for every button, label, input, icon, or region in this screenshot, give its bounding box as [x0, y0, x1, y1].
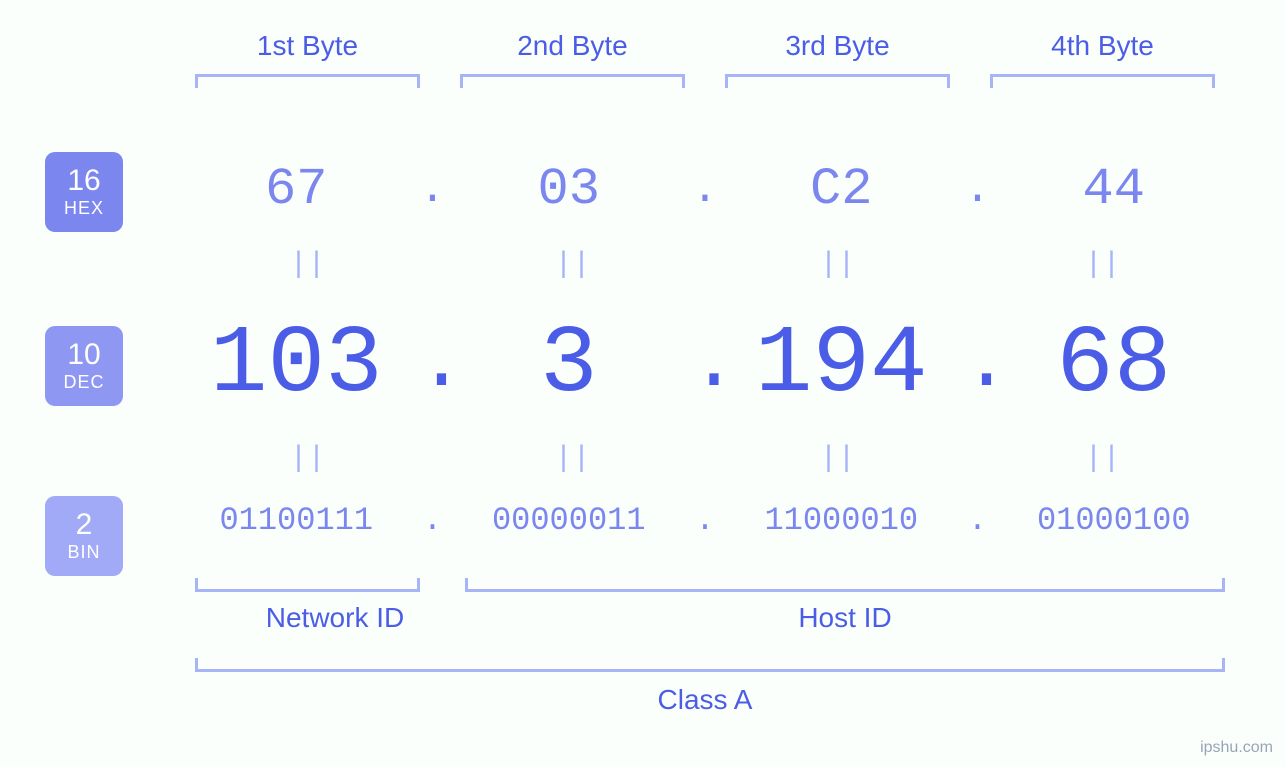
dec-byte-3: 194: [720, 310, 963, 419]
dec-badge: 10 DEC: [45, 326, 123, 406]
byte-header-1: 1st Byte: [175, 30, 440, 88]
equals-row: || || || ||: [175, 442, 1235, 476]
dot-icon: .: [963, 502, 993, 539]
bracket-icon: [195, 578, 420, 592]
bin-byte-2: 00000011: [448, 502, 691, 539]
bracket-icon: [195, 74, 420, 88]
byte-header-3: 3rd Byte: [705, 30, 970, 88]
bin-byte-1: 01100111: [175, 502, 418, 539]
dec-byte-2: 3: [448, 310, 691, 419]
badge-base-label: BIN: [67, 542, 100, 563]
equals-icon: ||: [970, 248, 1235, 282]
byte-header-label: 4th Byte: [970, 30, 1235, 62]
hex-badge: 16 HEX: [45, 152, 123, 232]
dec-byte-4: 68: [993, 310, 1236, 419]
bin-byte-3: 11000010: [720, 502, 963, 539]
badge-base-label: HEX: [64, 198, 104, 219]
hex-row: 67 . 03 . C2 . 44: [175, 160, 1235, 219]
badge-base-label: DEC: [63, 372, 104, 393]
dot-icon: .: [963, 319, 993, 410]
equals-icon: ||: [440, 248, 705, 282]
network-id-label: Network ID: [195, 602, 475, 634]
hex-byte-4: 44: [993, 160, 1236, 219]
equals-icon: ||: [970, 442, 1235, 476]
dot-icon: .: [690, 319, 720, 410]
dot-icon: .: [418, 502, 448, 539]
watermark-text: ipshu.com: [1200, 739, 1273, 757]
bracket-icon: [465, 578, 1225, 592]
dot-icon: .: [418, 319, 448, 410]
dot-icon: .: [963, 165, 993, 215]
equals-icon: ||: [175, 442, 440, 476]
hex-byte-2: 03: [448, 160, 691, 219]
hex-byte-3: C2: [720, 160, 963, 219]
byte-header-2: 2nd Byte: [440, 30, 705, 88]
dot-icon: .: [418, 165, 448, 215]
equals-row: || || || ||: [175, 248, 1235, 282]
bracket-icon: [460, 74, 685, 88]
class-label: Class A: [175, 684, 1235, 716]
byte-header-4: 4th Byte: [970, 30, 1235, 88]
equals-icon: ||: [440, 442, 705, 476]
bracket-icon: [990, 74, 1215, 88]
badge-base-number: 16: [67, 166, 100, 196]
byte-header-label: 3rd Byte: [705, 30, 970, 62]
host-id-label: Host ID: [465, 602, 1225, 634]
bracket-icon: [195, 658, 1225, 672]
bin-badge: 2 BIN: [45, 496, 123, 576]
bin-byte-4: 01000100: [993, 502, 1236, 539]
dot-icon: .: [690, 165, 720, 215]
equals-icon: ||: [705, 248, 970, 282]
dec-byte-1: 103: [175, 310, 418, 419]
byte-header-label: 1st Byte: [175, 30, 440, 62]
bin-row: 01100111 . 00000011 . 11000010 . 0100010…: [175, 502, 1235, 539]
dot-icon: .: [690, 502, 720, 539]
byte-header-row: 1st Byte 2nd Byte 3rd Byte 4th Byte: [175, 30, 1235, 88]
equals-icon: ||: [175, 248, 440, 282]
equals-icon: ||: [705, 442, 970, 476]
dec-row: 103 . 3 . 194 . 68: [175, 310, 1235, 419]
bracket-icon: [725, 74, 950, 88]
hex-byte-1: 67: [175, 160, 418, 219]
badge-base-number: 10: [67, 340, 100, 370]
badge-base-number: 2: [76, 510, 93, 540]
byte-header-label: 2nd Byte: [440, 30, 705, 62]
